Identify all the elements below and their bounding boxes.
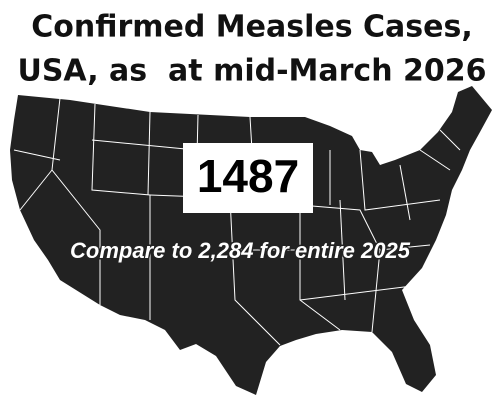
us-map xyxy=(10,86,492,395)
title-line: Confirmed Measles Cases, xyxy=(31,10,473,45)
count-box xyxy=(183,143,313,213)
title-line: USA, as at mid-March 2026 xyxy=(17,54,486,89)
case-count: 1487 xyxy=(197,150,299,202)
comparison: Compare to 2,284 for entire 2025 xyxy=(70,238,411,263)
